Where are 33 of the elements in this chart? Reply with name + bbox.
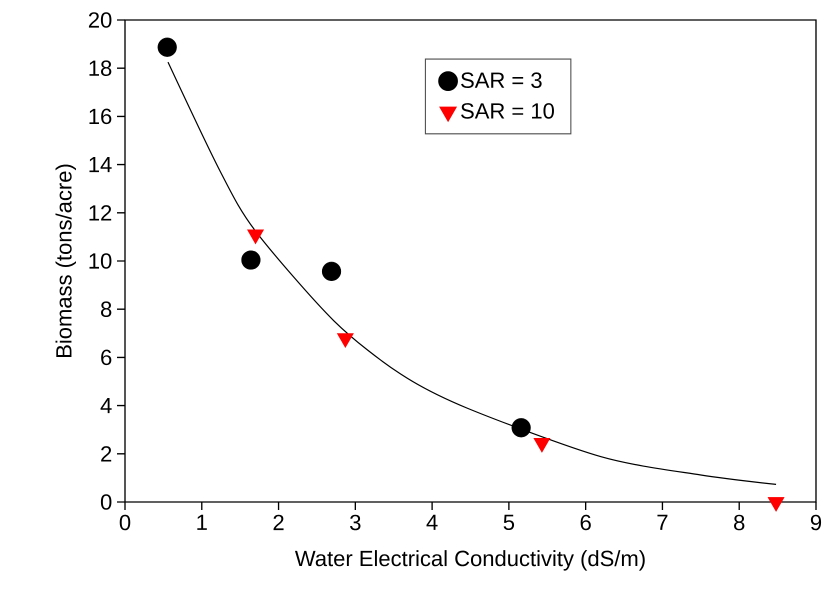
x-tick-label: 1 [197, 514, 207, 530]
y-tick-label: 18 [89, 60, 112, 76]
legend-label: SAR = 3 [461, 72, 542, 88]
y-tick-label: 8 [101, 301, 112, 317]
point [158, 38, 177, 57]
x-tick-label: 4 [426, 514, 438, 530]
point [336, 333, 354, 348]
y-tick-label: 20 [88, 12, 112, 28]
legend-label: SAR = 10 [461, 103, 554, 119]
x-tick-label: 5 [504, 514, 514, 530]
y-tick-label: 14 [89, 157, 112, 172]
x-tick-label: 8 [734, 514, 744, 530]
y-tick-label: 2 [101, 446, 112, 462]
y-tick-label: 10 [89, 253, 112, 269]
x-tick-label: 2 [274, 514, 284, 530]
point [322, 262, 342, 281]
y-tick-label: 12 [89, 205, 112, 220]
y-tick-label: 4 [100, 398, 112, 414]
y-tick-label: 6 [101, 350, 112, 366]
x-tick-label: 3 [350, 514, 360, 530]
line-series [167, 62, 777, 486]
point [534, 438, 550, 453]
point [768, 497, 784, 512]
x-tick-label: 9 [810, 514, 822, 530]
x-tick-label: 6 [580, 514, 591, 530]
point [247, 230, 264, 244]
x-axis-title: Water Electrical Conductivity (dS/m) [294, 550, 645, 571]
y-axis-title: Biomass (tons/acre) [56, 164, 76, 358]
y-tick-label: 0 [100, 494, 112, 510]
y-tick-label: 16 [89, 108, 112, 124]
x-tick-label: 7 [657, 514, 668, 530]
x-tick-label: 0 [120, 514, 130, 530]
point [241, 250, 261, 270]
